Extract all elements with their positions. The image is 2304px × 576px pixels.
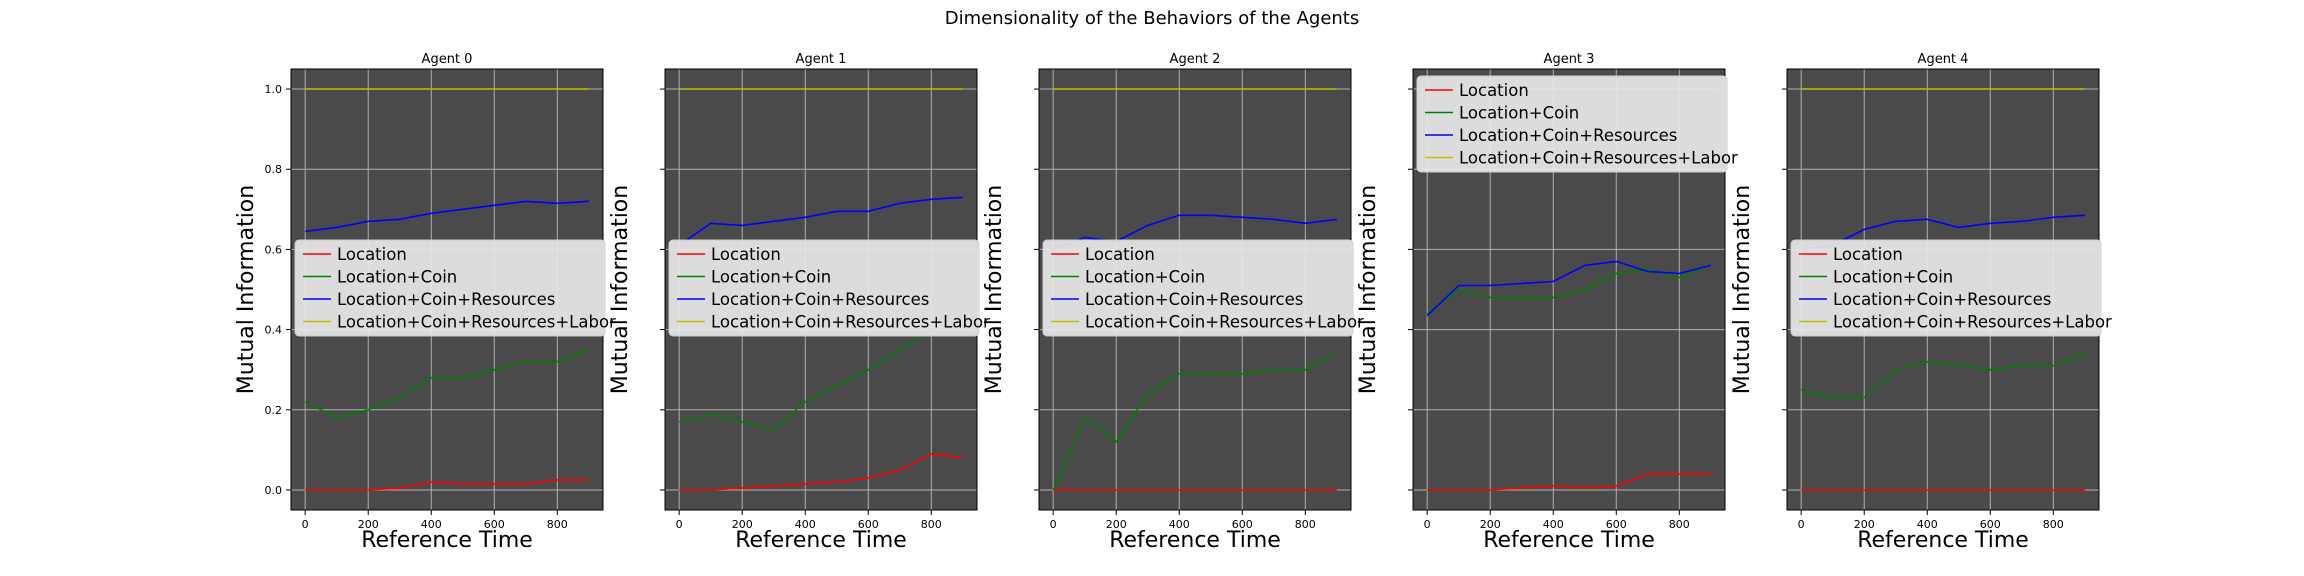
figure-title: Dimensionality of the Behaviors of the A… [945,8,1360,29]
series-line-location-coin-resources [1426,260,1711,317]
series-line-location-coin-resources [678,196,963,247]
x-tick-label: 400 [795,518,816,531]
x-tick-label: 800 [921,518,942,531]
series-line-location-coin [304,348,590,419]
x-axis-label: Reference Time [1483,528,1655,553]
panels: 0 200 400 600 800 0.0 0.2 0.4 0.6 0.8 1.0 Agent 0 Re… [234,52,2112,553]
y-tick-label: 1.0 [265,83,283,96]
x-tick-label: 0 [676,518,683,531]
x-tick-label: 600 [1980,518,2001,531]
x-tick-label: 800 [1669,518,1690,531]
legend-label: Location+Coin+Resources+Labor [1459,149,1738,168]
legend-label: Location+Coin [1459,104,1579,123]
y-tick-label: 0.8 [265,163,283,176]
x-tick-label: 400 [1917,518,1938,531]
x-tick-label: 800 [547,518,568,531]
y-tick-label: 0.2 [265,404,283,417]
axes-frame [1412,68,1726,511]
series-line-location-coin-resources [1052,214,1337,251]
legend-box [294,239,606,337]
y-axis-label: Mutual Information [1356,185,1381,394]
series-line-location [679,453,963,491]
x-axis-label: Reference Time [361,528,533,553]
legend: Location Location+Coin Location+Coin+Resou… [1042,239,1364,337]
legend-label: Location+Coin+Resources+Labor [711,313,990,332]
chart-panel-3: 0 200 400 600 800 Agent 3 Reference Time Mutual… [1356,52,1738,553]
y-tick-label: 0.0 [265,484,283,497]
y-axis-label: Mutual Information [608,185,633,394]
chart-title: Agent 4 [1918,52,1969,67]
x-tick-label: 0 [302,518,309,531]
x-tick-label: 200 [1854,518,1875,531]
x-tick-label: 0 [1424,518,1431,531]
legend-label: Location+Coin+Resources+Labor [1833,313,2112,332]
legend: Location Location+Coin Location+Coin+Resou… [1416,75,1738,173]
x-tick-label: 0 [1798,518,1805,531]
legend-label: Location+Coin [337,268,457,287]
y-axis-label: Mutual Information [982,185,1007,394]
legend-label: Location [711,245,781,264]
legend-box [1416,75,1728,173]
legend-label: Location [1833,245,1903,264]
x-axis-label: Reference Time [1857,528,2029,553]
legend-label: Location [1459,81,1529,100]
y-tick-label: 0.4 [265,324,283,337]
legend-label: Location+Coin [1833,268,1953,287]
legend-label: Location [337,245,407,264]
x-tick-label: 200 [1106,518,1127,531]
x-tick-label: 600 [484,518,505,531]
x-tick-label: 800 [1295,518,1316,531]
x-tick-label: 600 [858,518,879,531]
chart-title: Agent 2 [1170,52,1221,67]
legend-label: Location+Coin+Resources [1459,126,1677,145]
x-tick-label: 0 [1050,518,1057,531]
chart-panel-0: 0 200 400 600 800 0.0 0.2 0.4 0.6 0.8 1.0 Agent 0 Re… [234,52,616,553]
legend-label: Location [1085,245,1155,264]
x-tick-label: 600 [1606,518,1627,531]
x-tick-label: 600 [1232,518,1253,531]
legend-label: Location+Coin+Resources [1833,290,2051,309]
chart-title: Agent 1 [796,52,847,67]
chart-title: Agent 0 [422,52,473,67]
legend: Location Location+Coin Location+Coin+Resou… [294,239,616,337]
x-axis-label: Reference Time [1109,528,1281,553]
x-tick-label: 400 [1169,518,1190,531]
series-line-location [305,479,589,491]
legend-label: Location+Coin+Resources+Labor [1085,313,1364,332]
series-line-location-coin [679,320,963,431]
legend-label: Location+Coin+Resources [711,290,929,309]
legend-box [668,239,980,337]
legend-box [1042,239,1354,337]
legend: Location Location+Coin Location+Coin+Resou… [668,239,990,337]
legend-box [1790,239,2102,337]
legend: Location Location+Coin Location+Coin+Resou… [1790,239,2112,337]
chart-title: Agent 3 [1544,52,1595,67]
chart-panel-1: 0 200 400 600 800 Agent 1 Reference Time Mutual… [608,52,990,553]
x-tick-label: 400 [421,518,442,531]
legend-label: Location+Coin+Resources+Labor [337,313,616,332]
legend-label: Location+Coin+Resources [337,290,555,309]
x-tick-label: 200 [358,518,379,531]
chart-panel-2: 0 200 400 600 800 Agent 2 Reference Time Mutual… [982,52,1364,553]
series-line-location-coin-resources [1801,214,2085,251]
x-tick-label: 800 [2043,518,2064,531]
series-line-location [1427,473,1711,491]
y-axis-label: Mutual Information [1730,185,1755,394]
x-tick-label: 400 [1543,518,1564,531]
chart-panel-4: 0 200 400 600 800 Agent 4 Reference Time Mutual… [1730,52,2112,553]
y-axis-label: Mutual Information [234,185,259,394]
series-line-location-coin-resources [305,200,589,233]
y-tick-label: 0.6 [265,243,283,256]
legend-label: Location+Coin+Resources [1085,290,1303,309]
series-line-location-coin [1426,264,1712,315]
legend-label: Location+Coin [1085,268,1205,287]
series-line-location-coin [1052,352,1338,491]
series-line-location-coin [1801,352,2086,399]
x-axis-label: Reference Time [735,528,907,553]
x-tick-label: 200 [1480,518,1501,531]
legend-label: Location+Coin [711,268,831,287]
x-tick-label: 200 [732,518,753,531]
